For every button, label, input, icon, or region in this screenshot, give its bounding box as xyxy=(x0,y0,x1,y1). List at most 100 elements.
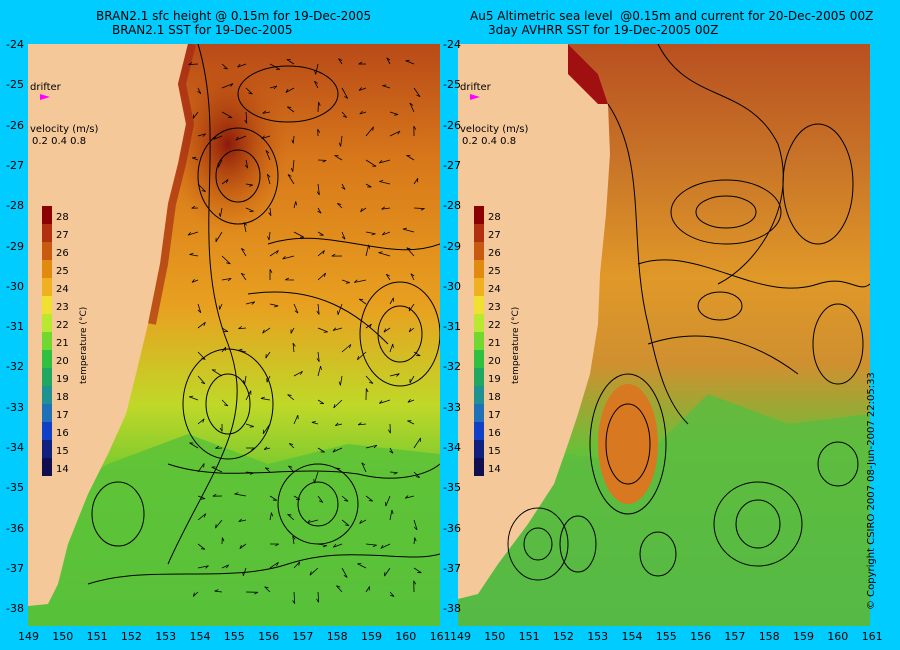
colorbar-swatch xyxy=(42,296,52,314)
right-colorbar-label: temperature (°C) xyxy=(511,307,521,384)
colorbar-swatch xyxy=(474,440,484,458)
latitude-tick-left: -24 xyxy=(6,38,24,51)
latitude-tick-left: -33 xyxy=(6,400,24,414)
colorbar-swatch xyxy=(42,386,52,404)
colorbar-tick-label: 15 xyxy=(488,446,501,457)
latitude-tick-mid: -32 xyxy=(443,360,461,374)
colorbar-tick-label: 19 xyxy=(56,374,69,385)
right-map: drifter velocity (m/s) 0.2 0.4 0.8 28272… xyxy=(458,44,870,626)
longitude-tick-left: 161 xyxy=(429,630,451,643)
right-drifter-icon xyxy=(470,94,480,100)
right-warm-eddy xyxy=(598,384,658,504)
longitude-tick-right: 155 xyxy=(655,630,677,643)
longitude-tick-left: 150 xyxy=(52,630,74,643)
latitude-tick-mid: -25 xyxy=(443,78,461,92)
left-coast-shelf xyxy=(148,44,196,325)
left-warm-core xyxy=(168,54,288,234)
longitude-tick-right: 152 xyxy=(552,630,574,643)
latitude-tick-left: -27 xyxy=(6,158,24,172)
colorbar-tick-label: 15 xyxy=(56,446,69,457)
left-title-line1: BRAN2.1 sfc height @ 0.15m for 19-Dec-20… xyxy=(96,9,372,23)
colorbar-tick-label: 20 xyxy=(56,356,69,367)
colorbar-tick-label: 21 xyxy=(488,338,501,349)
colorbar-swatch xyxy=(42,458,52,476)
latitude-tick-left: -25 xyxy=(6,78,24,92)
colorbar-tick-label: 22 xyxy=(56,320,69,331)
colorbar-tick-label: 19 xyxy=(488,374,501,385)
latitude-tick-mid: -27 xyxy=(443,158,461,172)
latitude-tick-mid: -26 xyxy=(443,118,461,132)
left-map: drifter velocity (m/s) 0.2 0.4 0.8 28272… xyxy=(28,44,440,626)
longitude-tick-right: 161 xyxy=(861,630,883,643)
latitude-tick-mid: -38 xyxy=(443,602,461,616)
colorbar-swatch xyxy=(42,224,52,242)
colorbar-swatch xyxy=(474,404,484,422)
left-drifter-label: drifter xyxy=(30,82,62,93)
colorbar-tick-label: 21 xyxy=(56,338,69,349)
longitude-tick-left: 149 xyxy=(18,630,39,643)
right-coast-hot xyxy=(568,44,608,104)
colorbar-tick-label: 23 xyxy=(488,302,501,313)
colorbar-swatch xyxy=(474,458,484,476)
right-title-line1: Au5 Altimetric sea level @0.15m and curr… xyxy=(470,9,874,23)
longitude-tick-right: 151 xyxy=(518,630,540,643)
colorbar-swatch xyxy=(474,260,484,278)
latitude-tick-mid: -36 xyxy=(443,521,461,535)
longitude-tick-right: 149 xyxy=(450,630,471,643)
latitude-tick-left: -35 xyxy=(6,481,24,495)
colorbar-swatch xyxy=(42,350,52,368)
colorbar-tick-label: 26 xyxy=(488,248,501,259)
longitude-tick-left: 151 xyxy=(86,630,108,643)
longitude-tick-right: 157 xyxy=(724,630,746,643)
colorbar-tick-label: 23 xyxy=(56,302,69,313)
colorbar-tick-label: 24 xyxy=(56,284,69,295)
colorbar-swatch xyxy=(42,242,52,260)
right-land xyxy=(458,44,610,599)
right-colorbar: 28 27 26 25 24 23 22 21 20 19 18 17 16 15 14 xyxy=(474,206,501,476)
colorbar-tick-label: 18 xyxy=(56,392,69,403)
right-drifter-label: drifter xyxy=(460,82,492,93)
left-drifter-icon xyxy=(40,94,50,100)
colorbar-tick-label: 17 xyxy=(56,410,69,421)
colorbar-swatch xyxy=(42,314,52,332)
colorbar-tick-label: 28 xyxy=(56,212,69,223)
latitude-tick-left: -36 xyxy=(6,521,24,535)
latitude-tick-mid: -31 xyxy=(443,320,461,334)
colorbar-tick-label: 22 xyxy=(488,320,501,331)
longitude-tick-right: 158 xyxy=(758,630,780,643)
latitude-tick-mid: -37 xyxy=(443,561,461,575)
colorbar-swatch xyxy=(42,368,52,386)
left-title-line2: BRAN2.1 SST for 19-Dec-2005 xyxy=(112,23,293,37)
longitude-tick-right: 159 xyxy=(793,630,814,643)
colorbar-tick-label: 20 xyxy=(488,356,501,367)
colorbar-swatch xyxy=(474,296,484,314)
colorbar-tick-label: 26 xyxy=(56,248,69,259)
right-title-line2: 3day AVHRR SST for 19-Dec-2005 00Z xyxy=(488,23,719,37)
colorbar-swatch xyxy=(474,224,484,242)
latitude-tick-left: -28 xyxy=(6,199,24,213)
latitude-tick-mid: -35 xyxy=(443,481,461,495)
colorbar-tick-label: 17 xyxy=(488,410,501,421)
longitude-tick-left: 158 xyxy=(326,630,348,643)
longitude-tick-left: 159 xyxy=(361,630,382,643)
longitude-tick-left: 160 xyxy=(395,630,417,643)
colorbar-swatch xyxy=(42,422,52,440)
latitude-tick-left: -34 xyxy=(6,441,24,454)
colorbar-swatch xyxy=(42,206,52,224)
colorbar-swatch xyxy=(42,278,52,296)
colorbar-swatch xyxy=(42,440,52,458)
colorbar-tick-label: 28 xyxy=(488,212,501,223)
left-colorbar: 28 27 26 25 24 23 22 21 20 19 18 17 16 15 14 xyxy=(42,206,69,476)
colorbar-tick-label: 27 xyxy=(488,230,501,241)
colorbar-swatch xyxy=(474,206,484,224)
longitude-tick-right: 160 xyxy=(827,630,849,643)
longitude-tick-right: 156 xyxy=(690,630,712,643)
colorbar-swatch xyxy=(474,314,484,332)
latitude-tick-left: -38 xyxy=(6,602,24,616)
longitude-tick-left: 156 xyxy=(258,630,280,643)
colorbar-swatch xyxy=(42,260,52,278)
left-land xyxy=(28,44,188,606)
colorbar-swatch xyxy=(474,278,484,296)
left-cool-water xyxy=(28,434,440,626)
longitude-tick-left: 153 xyxy=(155,630,177,643)
